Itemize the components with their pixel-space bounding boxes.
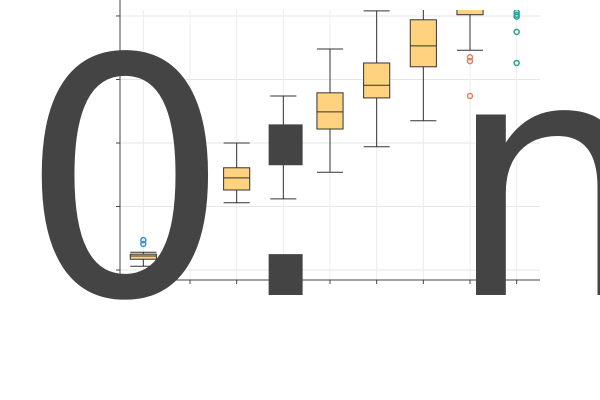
outlier — [513, 28, 520, 36]
outlier — [466, 54, 474, 61]
box — [316, 92, 344, 130]
outlier — [513, 59, 520, 67]
box — [409, 19, 437, 68]
outlier — [140, 240, 147, 248]
box — [176, 209, 204, 221]
outlier — [466, 57, 474, 65]
outlier — [513, 13, 520, 20]
box — [223, 167, 251, 191]
box — [363, 62, 391, 99]
annotation: 0: no — [20, 0, 600, 373]
box — [129, 253, 157, 260]
outlier — [186, 192, 194, 199]
box — [456, 10, 484, 16]
outlier — [186, 233, 194, 241]
outlier — [466, 92, 474, 100]
outlier — [140, 236, 147, 244]
